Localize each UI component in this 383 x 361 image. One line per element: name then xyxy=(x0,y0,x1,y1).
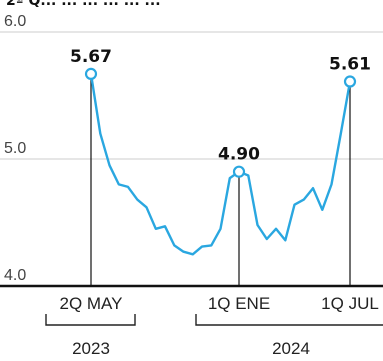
y-axis-ticks: 4.0 5.0 6.0 xyxy=(4,13,26,284)
year-bracket xyxy=(195,314,383,326)
highlight-marker xyxy=(232,165,246,178)
gridlines xyxy=(0,31,383,160)
series-line xyxy=(89,72,352,256)
y-tick-label: 4.0 xyxy=(4,267,26,284)
y-tick-label: 5.0 xyxy=(4,140,26,157)
year-labels: 2023 2024 xyxy=(72,339,310,358)
data-label: 5.67 xyxy=(70,47,112,67)
data-label: 5.61 xyxy=(329,55,371,75)
point-markers xyxy=(84,67,357,178)
year-label: 2024 xyxy=(272,339,310,358)
chart-title: 2ª Q... ... ... ... ... ... xyxy=(6,0,161,9)
y-tick-label: 6.0 xyxy=(4,13,26,30)
data-labels: 5.67 4.90 5.61 xyxy=(70,47,371,165)
x-axis-labels: 2Q MAY 1Q ENE 1Q JUL xyxy=(60,294,379,313)
year-label: 2023 xyxy=(72,339,110,358)
year-brackets xyxy=(45,314,383,326)
year-bracket xyxy=(45,314,136,326)
x-tick-label: 1Q JUL xyxy=(321,294,379,313)
data-label: 4.90 xyxy=(218,145,260,165)
highlight-marker xyxy=(343,75,357,88)
highlight-marker xyxy=(84,67,98,81)
drop-lines xyxy=(90,73,351,286)
x-tick-label: 1Q ENE xyxy=(208,294,270,313)
x-tick-label: 2Q MAY xyxy=(60,294,123,313)
